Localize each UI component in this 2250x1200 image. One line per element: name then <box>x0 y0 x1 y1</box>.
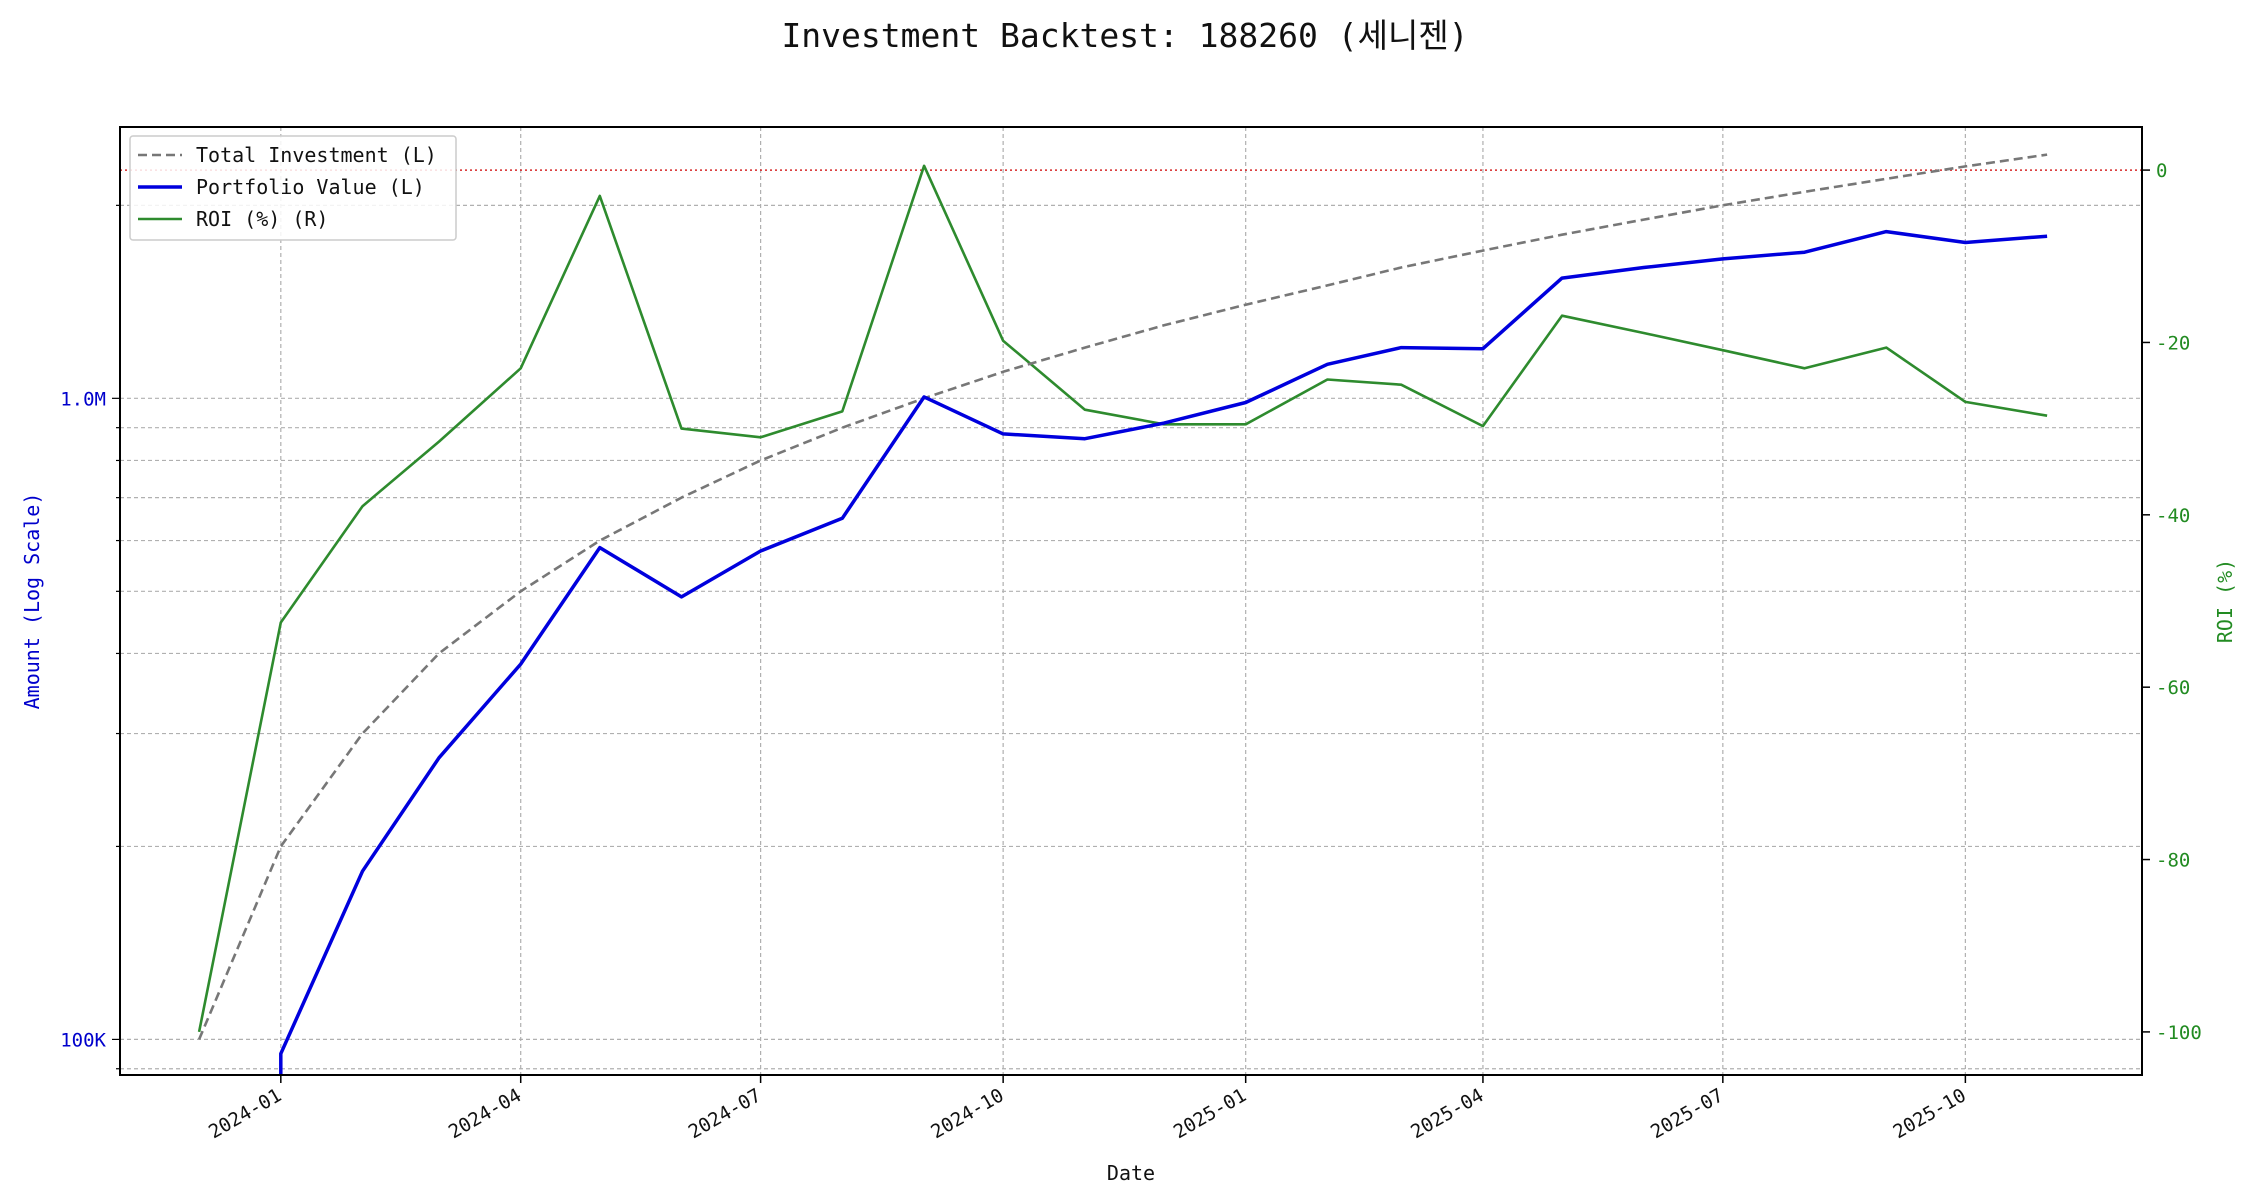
roi-line <box>197 164 2048 1033</box>
right-tick-label: -40 <box>2156 505 2190 527</box>
x-tick-label: 2024-04 <box>445 1084 525 1143</box>
right-tick-label: -80 <box>2156 850 2190 872</box>
x-tick-label: 2024-01 <box>205 1084 285 1143</box>
chart-title: Investment Backtest: 188260 (세니젠) <box>781 16 1468 55</box>
right-tick-label: -100 <box>2156 1022 2202 1044</box>
x-tick-label: 2025-07 <box>1647 1084 1727 1143</box>
axes: 2024-01 2024-04 2024-07 2024-10 2025-01 2025-… <box>60 160 2202 1143</box>
right-tick-label: -60 <box>2156 677 2190 699</box>
left-tick-label: 100K <box>60 1029 106 1051</box>
portfolio-value-line <box>279 229 2048 1075</box>
series-lines <box>197 153 2048 1075</box>
x-tick-label: 2025-04 <box>1407 1084 1487 1143</box>
legend-roi-label: ROI (%) (R) <box>196 207 328 231</box>
right-tick-label: 0 <box>2156 160 2167 182</box>
x-tick-label: 2024-10 <box>927 1084 1007 1143</box>
legend-portfolio-value-label: Portfolio Value (L) <box>196 175 425 199</box>
legend-total-investment-label: Total Investment (L) <box>196 143 437 167</box>
left-tick-label: 1.0M <box>60 388 106 410</box>
grid-lines <box>120 127 2142 1075</box>
plot-frame <box>119 126 2143 1076</box>
legend: Total Investment (L) Portfolio Value (L) R… <box>129 135 457 241</box>
x-tick-label: 2025-01 <box>1170 1084 1250 1143</box>
legend-box <box>129 135 457 241</box>
total-investment-line <box>197 153 2048 1040</box>
x-tick-label: 2025-10 <box>1890 1084 1970 1143</box>
left-axis-label: Amount (Log Scale) <box>20 493 44 710</box>
right-axis-label: ROI (%) <box>2213 559 2237 643</box>
right-tick-label: -20 <box>2156 332 2190 354</box>
x-axis-label: Date <box>1107 1161 1155 1185</box>
x-tick-label: 2024-07 <box>685 1084 765 1143</box>
